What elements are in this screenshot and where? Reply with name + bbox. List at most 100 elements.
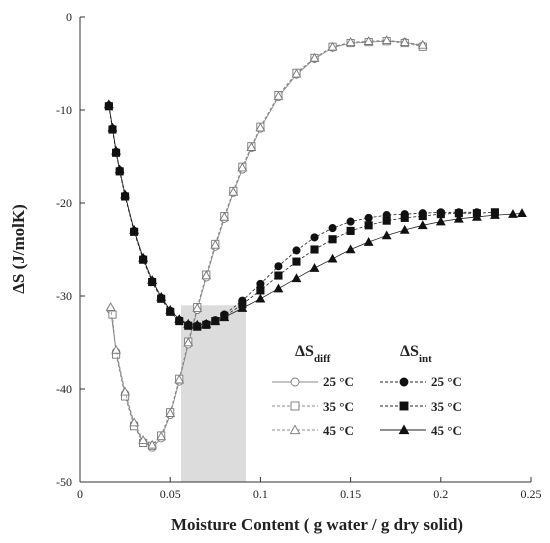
series-int-45c-point bbox=[417, 220, 428, 230]
x-tick-label: 0.05 bbox=[160, 487, 181, 501]
series-diff-45c-point bbox=[246, 142, 257, 151]
series-int-45c-point bbox=[255, 293, 266, 303]
series-diff-45c-point bbox=[105, 302, 116, 311]
series-int-45c-point bbox=[399, 224, 410, 234]
series-int-35c-point bbox=[364, 221, 373, 230]
series-int-45c-point bbox=[508, 209, 518, 218]
series-int-45c-point bbox=[345, 244, 356, 254]
y-tick-label: -30 bbox=[56, 289, 72, 303]
series-int-25c-point bbox=[346, 217, 355, 226]
series-int-25c-point bbox=[364, 213, 373, 222]
series-int-45c-point bbox=[111, 145, 121, 155]
shaded-region-layer bbox=[181, 305, 246, 482]
series-layer bbox=[103, 35, 527, 452]
series-int-35c-point bbox=[346, 226, 355, 235]
legend-diff-key-marker bbox=[289, 424, 301, 435]
series-int-45c-point bbox=[517, 208, 527, 217]
series-int-45c-point bbox=[237, 303, 248, 312]
legend-int-key-marker bbox=[399, 377, 409, 387]
series-diff-45c-point bbox=[399, 37, 410, 46]
series-diff-45c-point bbox=[147, 439, 158, 449]
series-int-45c-point bbox=[219, 312, 230, 322]
legend-int-key-marker bbox=[399, 401, 409, 411]
series-int-45c-point bbox=[165, 304, 176, 314]
series-diff-45c-point bbox=[219, 211, 230, 221]
legend-int-row3-label: 45 °C bbox=[431, 423, 462, 438]
series-int-35c-point bbox=[292, 257, 301, 266]
series-int-45c bbox=[103, 99, 527, 329]
series-int-35c-point bbox=[328, 235, 337, 244]
legend-group-diff-label: ΔSdiff bbox=[295, 343, 331, 365]
series-int-35c-point bbox=[256, 286, 265, 295]
legend-diff-row1-label: 25 °C bbox=[323, 374, 354, 389]
series-diff-45c-point bbox=[174, 374, 185, 384]
series-int-45c-point bbox=[471, 211, 482, 221]
series-int-35c-point bbox=[310, 245, 319, 254]
series-int-45c-point bbox=[129, 224, 140, 234]
series-int-45c-point bbox=[147, 275, 158, 284]
series-int-45c-point bbox=[107, 122, 118, 132]
series-int-25c-point bbox=[274, 262, 283, 271]
series-int-25c-point bbox=[328, 224, 337, 233]
series-diff-45c-point bbox=[417, 39, 428, 49]
x-tick-label: 0.15 bbox=[340, 487, 361, 501]
series-diff-45c-point bbox=[138, 435, 149, 444]
series-int-45c-point bbox=[291, 273, 302, 283]
series-int-45c-point bbox=[174, 314, 185, 324]
y-axis-title: ΔS (J/molK) bbox=[9, 204, 28, 294]
y-tick-label: -40 bbox=[56, 382, 72, 396]
series-int-45c-point bbox=[490, 210, 500, 219]
legend-diff-key-marker bbox=[290, 377, 300, 387]
series-int-45c-point bbox=[192, 319, 203, 329]
series-diff-45c-point bbox=[273, 90, 284, 100]
series-int-45c-point bbox=[273, 283, 284, 293]
series-diff-45c-point bbox=[183, 337, 194, 347]
series-diff-45c-point bbox=[120, 386, 131, 396]
series-int-45c-point bbox=[327, 253, 338, 263]
series-int-25c-point bbox=[292, 246, 301, 255]
series-diff-45c bbox=[105, 35, 428, 449]
series-diff-45c-point bbox=[237, 162, 248, 172]
y-tick-label: -20 bbox=[56, 196, 72, 210]
legend-int-row2-label: 35 °C bbox=[431, 399, 462, 414]
series-diff-45c-point bbox=[309, 52, 320, 62]
series-int-45c-point bbox=[114, 164, 125, 174]
series-int-35c-point bbox=[400, 213, 409, 222]
y-tick-label: -10 bbox=[56, 103, 72, 117]
series-diff-45c-point bbox=[228, 186, 239, 196]
series-diff-45c-point bbox=[192, 303, 203, 312]
series-diff-45c-point bbox=[210, 239, 221, 249]
series-int-45c-point bbox=[201, 318, 212, 328]
y-tick-label: -50 bbox=[56, 475, 72, 489]
legend-group-int-main: ΔS bbox=[400, 343, 419, 360]
shaded-region bbox=[181, 305, 246, 482]
series-diff-35c-point bbox=[108, 310, 117, 319]
series-int-45c-point bbox=[435, 216, 446, 226]
legend-diff-row3-label: 45 °C bbox=[323, 423, 354, 438]
x-tick-label: 0.25 bbox=[521, 487, 542, 501]
legend-diff-row2-label: 35 °C bbox=[323, 399, 354, 414]
series-int-35c-point bbox=[274, 271, 283, 280]
x-tick-label: 0 bbox=[77, 487, 83, 501]
series-diff-45c-point bbox=[381, 35, 392, 45]
series-int-45c-point bbox=[103, 99, 114, 109]
legend-group-diff-sub: diff bbox=[314, 353, 331, 365]
legend-group-int-sub: int bbox=[419, 353, 432, 365]
y-tick-label: 0 bbox=[66, 10, 72, 24]
series-int-45c-point bbox=[309, 263, 320, 272]
series-int-45c-point bbox=[381, 230, 392, 240]
series-int-45c-point bbox=[363, 236, 374, 246]
legend-keys bbox=[272, 377, 426, 435]
series-diff-45c-point bbox=[291, 68, 302, 78]
series-int-35c-point bbox=[382, 216, 391, 225]
series-diff-45c-point bbox=[111, 344, 121, 354]
series-diff-45c-point bbox=[255, 122, 266, 132]
series-int-45c-point bbox=[120, 189, 131, 199]
series-int-45c-point bbox=[138, 252, 149, 262]
series-int-25c-point bbox=[310, 233, 319, 242]
legend-group-diff-main: ΔS bbox=[295, 343, 314, 360]
series-diff-45c-point bbox=[327, 41, 338, 51]
series-diff-45c-point bbox=[165, 408, 176, 417]
series-diff-45c-point bbox=[129, 417, 140, 427]
